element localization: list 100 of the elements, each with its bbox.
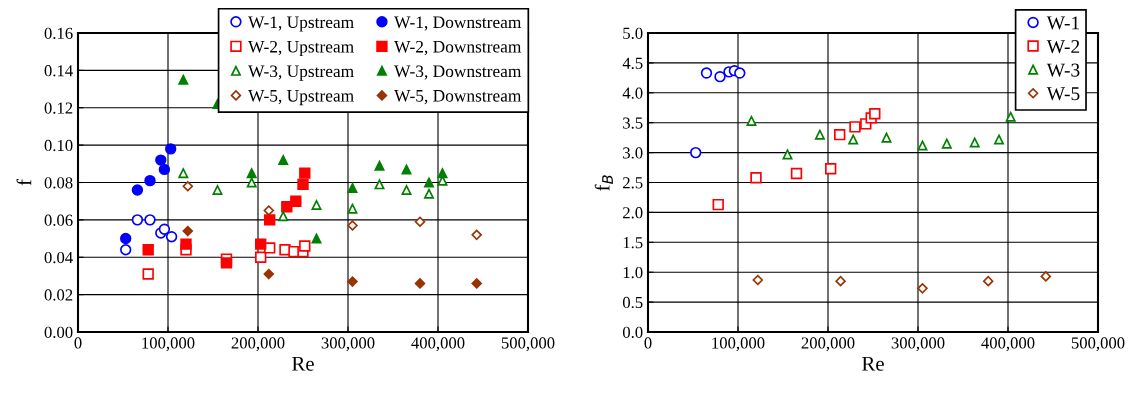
point xyxy=(917,140,928,151)
y-tick-label: 0.10 xyxy=(44,139,73,152)
point xyxy=(264,214,276,226)
point xyxy=(401,164,412,175)
point xyxy=(144,174,156,187)
point xyxy=(165,230,178,243)
x-axis-title: Re xyxy=(292,356,314,371)
point xyxy=(347,220,358,231)
point xyxy=(825,163,837,175)
y-tick-label: 0.00 xyxy=(44,326,73,339)
point xyxy=(414,278,426,289)
y-tick-label: 0.06 xyxy=(44,214,73,226)
point xyxy=(165,143,177,155)
point xyxy=(690,146,702,159)
point xyxy=(263,205,275,216)
y-tick-label: 0.12 xyxy=(44,102,73,114)
x-tick-label: 400,000 xyxy=(981,337,1035,351)
y-tick-label: 3.0 xyxy=(623,147,643,159)
point xyxy=(1040,271,1052,282)
x-tick-label: 300,000 xyxy=(321,337,375,351)
point xyxy=(752,274,764,286)
point xyxy=(299,167,311,179)
y-tick-label: 1.5 xyxy=(623,237,643,249)
point xyxy=(700,67,713,79)
point xyxy=(246,168,257,179)
point xyxy=(142,268,154,280)
legend-label: W-2 xyxy=(1046,39,1080,54)
point xyxy=(917,283,928,294)
point xyxy=(220,257,233,269)
point xyxy=(750,172,762,184)
x-tick-label: 0 xyxy=(644,337,652,349)
point xyxy=(714,70,726,83)
y-tick-label: 1.0 xyxy=(623,266,643,279)
point xyxy=(311,199,322,210)
point xyxy=(347,183,358,194)
point xyxy=(471,278,482,289)
x-tick-label: 100,000 xyxy=(142,337,195,351)
point xyxy=(782,149,793,160)
point xyxy=(969,137,980,148)
y-tick-label: 3.5 xyxy=(623,117,643,129)
point xyxy=(278,211,289,222)
point xyxy=(374,179,385,190)
point xyxy=(182,225,194,237)
point xyxy=(437,168,448,179)
point xyxy=(178,168,189,179)
x-tick-label: 300,000 xyxy=(891,337,945,351)
point xyxy=(849,121,861,133)
x-tick-label: 500,000 xyxy=(1071,337,1125,351)
y-tick-label: 0.14 xyxy=(44,65,73,77)
point xyxy=(299,240,311,252)
legend-label: W-5, Upstream xyxy=(248,90,354,106)
y-axis-title: f$_{B}$ xyxy=(594,175,613,191)
legend-label: W-2, Downstream xyxy=(394,40,522,56)
point xyxy=(255,251,267,263)
point xyxy=(1005,111,1016,122)
y-tick-label: 0.0 xyxy=(622,326,643,339)
y-tick-label: 2.0 xyxy=(623,207,643,219)
point xyxy=(414,216,426,227)
point xyxy=(290,195,302,207)
point xyxy=(178,74,189,85)
point xyxy=(131,184,144,196)
legend-label: W-2, Upstream xyxy=(248,40,354,57)
point xyxy=(212,184,223,195)
point xyxy=(423,188,435,199)
point xyxy=(401,184,412,195)
point xyxy=(734,67,746,79)
point xyxy=(264,242,276,254)
legend-label: W-3 xyxy=(1046,63,1080,77)
point xyxy=(712,198,724,211)
point xyxy=(941,138,952,149)
point xyxy=(374,160,385,171)
y-tick-label: 4.5 xyxy=(622,57,643,69)
y-tick-label: 0.02 xyxy=(44,289,73,301)
point xyxy=(790,167,803,180)
y-tick-label: 5.0 xyxy=(623,27,643,40)
point xyxy=(263,268,275,280)
x-tick-label: 200,000 xyxy=(231,337,285,351)
legend-label: W-1 xyxy=(1046,16,1080,30)
point xyxy=(471,229,482,241)
point xyxy=(180,238,192,250)
point xyxy=(144,214,156,226)
legend-label: W-1, Upstream xyxy=(248,16,354,32)
y-tick-label: 0.16 xyxy=(44,27,73,40)
point xyxy=(869,108,881,120)
point xyxy=(834,128,846,141)
point xyxy=(746,115,757,126)
x-axis-title: Re xyxy=(862,356,884,371)
y-tick-label: 0.04 xyxy=(44,251,73,264)
y-axis-title: f xyxy=(16,179,32,186)
point xyxy=(131,214,144,226)
legend-label: W-5 xyxy=(1046,87,1080,101)
point xyxy=(848,134,859,145)
legend-label: W-3, Upstream xyxy=(248,65,354,81)
point xyxy=(158,223,171,235)
y-tick-label: 0.5 xyxy=(622,296,643,309)
legend-label: W-1, Downstream xyxy=(394,16,522,31)
point xyxy=(881,132,892,143)
point xyxy=(982,275,994,287)
legend-label: W-5, Downstream xyxy=(394,90,522,105)
point xyxy=(423,177,435,188)
